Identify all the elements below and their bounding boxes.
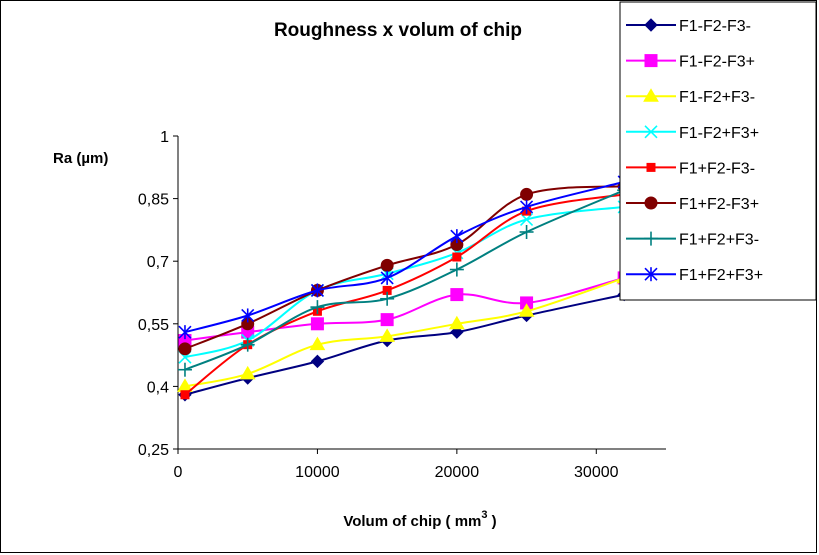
- data-point: [178, 342, 192, 356]
- data-point: [310, 283, 324, 298]
- y-tick-label: 0,25: [138, 442, 169, 459]
- data-point: [239, 365, 256, 380]
- series-line: [184, 189, 625, 371]
- legend-box: [619, 1, 817, 301]
- legend-label: F1-F2-F3-: [679, 18, 751, 35]
- data-point: [452, 252, 462, 262]
- legend-label: F1+F2-F3+: [679, 196, 759, 213]
- data-point: [310, 354, 325, 369]
- x-axis-label-close: ): [488, 513, 497, 530]
- axes: [173, 135, 666, 454]
- x-axis-label: Volum of chip ( mm3 ): [343, 509, 496, 530]
- x-tick-label: 10000: [295, 464, 340, 481]
- data-point: [380, 270, 394, 285]
- legend-item: F1+F2+F3-: [626, 231, 759, 249]
- data-point: [518, 303, 535, 317]
- legend-marker: [646, 162, 656, 172]
- y-axis-label: Ra (µm): [53, 150, 108, 167]
- data-point: [380, 291, 395, 306]
- y-tick-label: 0,55: [138, 317, 169, 334]
- legend-item: F1-F2-F3+: [626, 54, 755, 71]
- data-point: [450, 288, 464, 302]
- legend-marker: [644, 18, 658, 32]
- data-point: [309, 336, 326, 351]
- data-point: [519, 224, 534, 239]
- legend-marker: [644, 267, 658, 282]
- data-point: [310, 300, 325, 315]
- legend-item: F1+F2-F3+: [626, 196, 759, 213]
- legend-marker: [644, 231, 658, 246]
- x-axis-label-superscript: 3: [481, 509, 487, 521]
- y-tick-label: 0,7: [147, 254, 169, 271]
- data-point: [449, 262, 464, 277]
- data-point: [241, 308, 255, 323]
- legend-label: F1+F2+F3+: [679, 267, 763, 284]
- x-tick-label: 30000: [574, 464, 619, 481]
- data-point: [178, 325, 192, 340]
- data-point: [310, 317, 324, 331]
- y-tick-label: 0,85: [138, 192, 169, 209]
- data-point: [380, 313, 394, 327]
- data-point: [520, 199, 534, 214]
- legend-label: F1-F2+F3-: [679, 89, 755, 106]
- data-point: [180, 390, 190, 400]
- legend-item: F1-F2+F3-: [626, 88, 755, 106]
- legend-label: F1+F2+F3-: [679, 232, 759, 249]
- legend-item: F1+F2+F3+: [626, 267, 763, 284]
- legend-marker: [644, 196, 658, 210]
- legend-label: F1-F2+F3+: [679, 125, 759, 142]
- legend-marker: [643, 88, 659, 102]
- y-tick-label: 0,4: [147, 379, 169, 396]
- plot-area: [177, 174, 633, 402]
- data-point: [448, 315, 465, 330]
- data-point: [450, 229, 464, 244]
- legend: F1-F2-F3- F1-F2-F3+ F1-F2+F3- F1-F2+F3+ F1+F…: [619, 1, 817, 301]
- legend-item: F1-F2-F3-: [626, 18, 751, 35]
- data-point: [177, 362, 192, 377]
- legend-marker: [644, 125, 658, 139]
- y-tick-label: 1: [160, 129, 169, 146]
- x-axis-label-text: Volum of chip ( mm: [343, 513, 481, 530]
- data-point: [380, 258, 394, 272]
- data-point: [520, 187, 534, 201]
- legend-label: F1+F2-F3-: [679, 160, 755, 177]
- legend-label: F1-F2-F3+: [679, 54, 755, 71]
- x-tick-label: 20000: [435, 464, 480, 481]
- legend-marker: [644, 54, 658, 68]
- chart-title: Roughness x volum of chip: [274, 20, 522, 41]
- tick-labels: 0,25 0,4 0,55 0,7 0,85 1 0 10000 20000 30000: [138, 129, 619, 481]
- series-line: [184, 193, 625, 396]
- data-point: [240, 337, 255, 352]
- legend-item: F1+F2-F3-: [626, 160, 755, 177]
- legend-item: F1-F2+F3+: [626, 125, 759, 142]
- x-tick-label: 0: [174, 464, 183, 481]
- data-point: [379, 328, 396, 342]
